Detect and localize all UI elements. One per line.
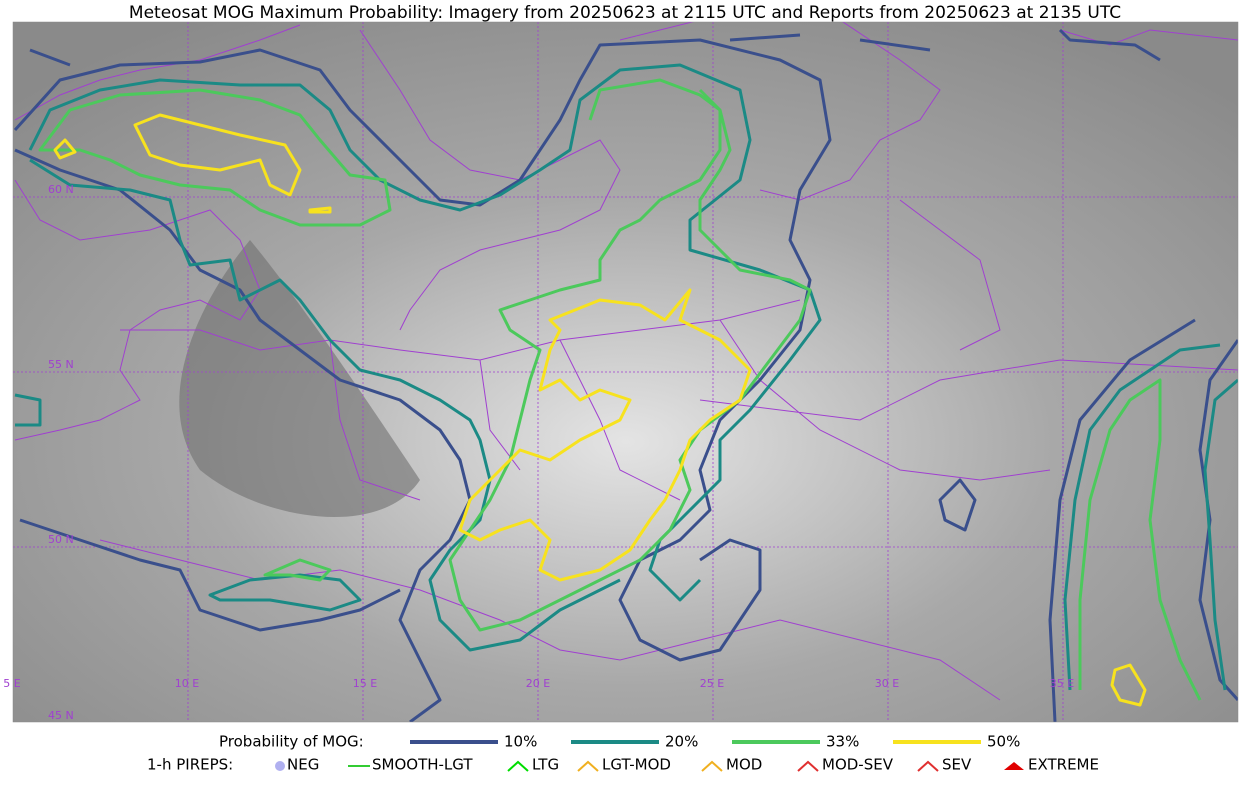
lon-label: 5 E (3, 677, 20, 690)
lon-label: 10 E (175, 677, 199, 690)
legend: Probability of MOG: 10% 20% 33% 50% 1-h PIREP… (147, 733, 1099, 774)
pirep-label: SEV (942, 756, 972, 774)
map (13, 22, 1238, 722)
contour-20 (14, 63, 1238, 691)
pirep-icon (701, 760, 723, 772)
legend-label: 33% (826, 733, 859, 751)
coastline (14, 22, 1238, 441)
title: Meteosat MOG Maximum Probability: Imager… (129, 3, 1121, 23)
pirep-label: LGT-MOD (602, 756, 671, 774)
pireps-title: 1-h PIREPS: (147, 756, 233, 774)
legend-label: 50% (987, 733, 1020, 751)
contours (13, 28, 1238, 722)
pirep-label: MOD (726, 756, 762, 774)
lon-label: 25 E (700, 677, 724, 690)
lon-label: 30 E (875, 677, 899, 690)
map-frame (12, 21, 1239, 723)
legend-label: 10% (504, 733, 537, 751)
pirep-icon (577, 760, 599, 772)
contour-33 (38, 78, 1202, 701)
lon-label: 35 E (1050, 677, 1074, 690)
lat-label: 55 N (48, 358, 74, 371)
pirep-icon (1004, 762, 1024, 770)
grid-labels: 60 N 55 N 50 N 45 N 5 E 10 E 15 E 20 E 25 E 30 E 3… (3, 183, 1074, 722)
lat-label: 45 N (48, 709, 74, 722)
pirep-label: EXTREME (1028, 756, 1099, 774)
pirep-icon (797, 760, 819, 772)
pirep-icon (275, 761, 285, 771)
pirep-label: LTG (532, 756, 559, 774)
pirep-label: MOD-SEV (822, 756, 894, 774)
pirep-icon (917, 760, 939, 772)
pirep-icon (507, 760, 529, 772)
lon-label: 15 E (353, 677, 377, 690)
legend-label: 20% (665, 733, 698, 751)
legend-title: Probability of MOG: (219, 733, 364, 751)
borders (99, 199, 1238, 701)
pirep-label: NEG (287, 756, 319, 774)
contour-50 (53, 113, 1147, 707)
dry-slot (179, 240, 420, 518)
lon-label: 20 E (526, 677, 550, 690)
pirep-label: SMOOTH-LGT (372, 756, 473, 774)
lat-label: 60 N (48, 183, 74, 196)
lat-label: 50 N (48, 533, 74, 546)
